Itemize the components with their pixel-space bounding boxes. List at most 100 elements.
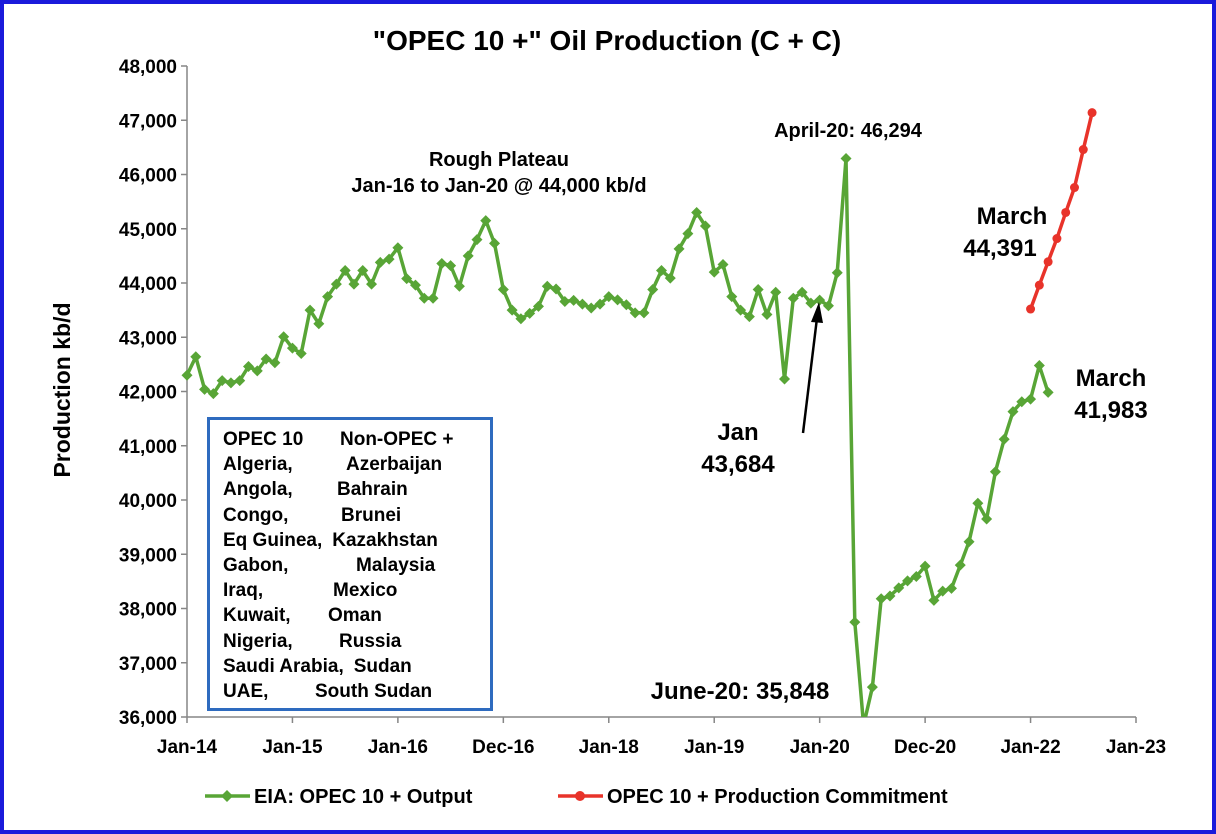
data-point-output: [708, 266, 720, 278]
x-tick-label: Jan-14: [157, 737, 218, 758]
data-point-output: [339, 265, 351, 277]
country-row: Eq Guinea, Kazakhstan: [223, 528, 490, 553]
data-point-commitment: [1052, 234, 1062, 244]
y-tick-label: 48,000: [119, 57, 177, 78]
data-point-output: [243, 361, 255, 373]
nonopec-country: South Sudan: [315, 680, 433, 702]
x-tick-label: Dec-20: [894, 737, 956, 758]
data-point-output: [506, 304, 518, 316]
data-point-output: [910, 570, 922, 582]
annotation-jan-arrow: [801, 317, 819, 434]
data-point-output: [1016, 396, 1028, 408]
data-point-output: [893, 582, 905, 594]
y-tick-label: 42,000: [119, 383, 177, 404]
country-row: Kuwait, Oman: [223, 603, 490, 628]
data-point-output: [945, 582, 957, 594]
data-point-output: [181, 369, 193, 381]
data-point-output: [489, 237, 501, 249]
data-point-output: [989, 466, 1001, 478]
data-point-output: [532, 300, 544, 312]
data-point-output: [928, 594, 940, 606]
data-point-output: [207, 388, 219, 400]
x-tick-label: Jan-15: [262, 737, 323, 758]
data-point-output: [445, 260, 457, 272]
legend: EIA: OPEC 10 + Output OPEC 10 + Producti…: [205, 786, 948, 808]
nonopec-country: Mexico: [333, 580, 398, 602]
data-point-output: [761, 308, 773, 320]
data-point-output: [664, 272, 676, 284]
data-point-output: [919, 560, 931, 572]
opec-country: Congo,: [223, 504, 289, 526]
country-row: Congo, Brunei: [223, 503, 490, 528]
data-point-output: [840, 153, 852, 165]
data-point-output: [515, 313, 527, 325]
y-tick-label: 37,000: [119, 654, 177, 675]
data-point-output: [629, 307, 641, 319]
data-point-output: [409, 279, 421, 291]
annotation-peak: April-20: 46,294: [774, 120, 923, 142]
opec-country: Gabon,: [223, 554, 289, 576]
data-point-commitment: [1043, 257, 1053, 267]
data-point-output: [638, 307, 650, 319]
data-point-output: [286, 342, 298, 354]
opec-country: Iraq,: [223, 580, 264, 602]
data-point-output: [972, 497, 984, 509]
x-tick-label: Jan-23: [1106, 737, 1166, 758]
data-point-output: [199, 383, 211, 395]
data-point-output: [884, 590, 896, 602]
x-tick-label: Dec-16: [472, 737, 534, 758]
data-point-output: [1007, 406, 1019, 418]
data-point-output: [225, 377, 237, 389]
nonopec-country: Oman: [328, 605, 382, 627]
data-point-output: [743, 311, 755, 323]
data-point-output: [691, 206, 703, 218]
data-point-output: [822, 300, 834, 312]
data-point-output: [234, 375, 246, 387]
data-point-output: [392, 242, 404, 254]
annotation-march-output-value: 41,983: [1074, 397, 1147, 424]
data-point-output: [954, 559, 966, 571]
data-point-output: [480, 215, 492, 227]
x-tick-label: Jan-22: [1000, 737, 1060, 758]
data-point-output: [603, 291, 615, 303]
data-point-commitment: [1034, 280, 1044, 290]
data-point-output: [278, 331, 290, 343]
data-point-output: [524, 307, 536, 319]
data-point-output: [814, 294, 826, 306]
opec-country: Eq Guinea,: [223, 529, 323, 551]
nonopec-country: Sudan: [353, 655, 412, 677]
data-point-output: [216, 375, 228, 387]
data-point-output: [357, 265, 369, 277]
data-point-output: [418, 292, 430, 304]
legend-label-output: EIA: OPEC 10 + Output: [254, 786, 473, 808]
annotation-march-commit-value: 44,391: [963, 235, 1036, 262]
data-point-output: [251, 365, 263, 377]
data-point-output: [322, 291, 334, 303]
data-point-output: [383, 253, 395, 265]
header-nonopec: Non-OPEC +: [340, 429, 454, 450]
opec-country: Angola,: [223, 479, 293, 501]
data-point-output: [673, 243, 685, 255]
data-point-output: [620, 299, 632, 311]
opec-country: UAE,: [223, 680, 269, 702]
data-point-commitment: [1078, 145, 1088, 155]
data-point-output: [462, 250, 474, 262]
nonopec-country: Bahrain: [337, 479, 408, 501]
x-tick-label: Jan-18: [579, 737, 639, 758]
data-point-output: [550, 283, 562, 295]
data-point-output: [752, 284, 764, 296]
data-point-output: [831, 267, 843, 279]
header-opec: OPEC 10: [223, 429, 304, 450]
data-point-output: [612, 294, 624, 306]
data-point-output: [937, 585, 949, 597]
data-point-output: [594, 298, 606, 310]
data-point-output: [647, 284, 659, 296]
annotation-jan-value: 43,684: [701, 451, 775, 478]
data-point-commitment: [1069, 183, 1079, 193]
country-row: Saudi Arabia, Sudan: [223, 654, 490, 679]
y-tick-label: 47,000: [119, 111, 177, 132]
data-point-output: [453, 280, 465, 292]
y-axis-label: Production kb/d: [49, 302, 75, 477]
y-tick-label: 40,000: [119, 491, 177, 512]
data-point-output: [269, 357, 281, 369]
